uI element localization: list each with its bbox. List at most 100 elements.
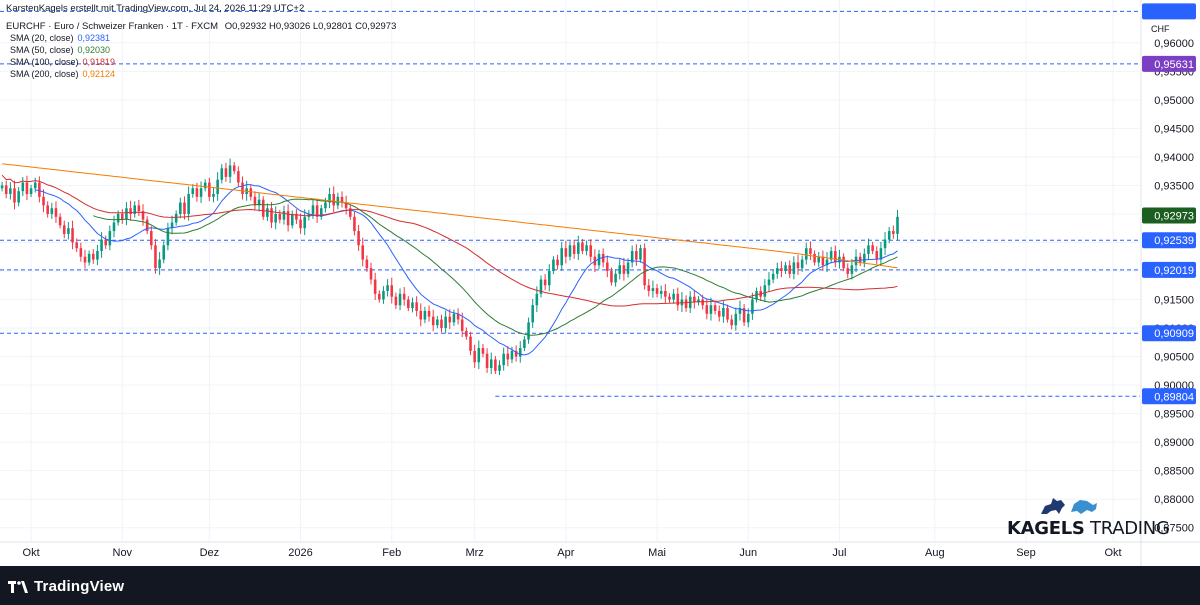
candle-body	[419, 310, 423, 320]
candle-body	[290, 213, 294, 226]
candle-body	[788, 265, 791, 274]
candle-body	[668, 296, 671, 300]
x-tick-label: Okt	[1104, 547, 1121, 559]
candle-body	[108, 231, 112, 246]
x-tick-label: 2026	[288, 547, 312, 559]
tradingview-footer: TradingView	[0, 566, 1200, 605]
candle-body	[38, 182, 41, 197]
candle-body	[535, 293, 539, 306]
candle-body	[170, 222, 174, 229]
indicator-sma-50[interactable]: SMA (50, close) 0,92030	[10, 45, 110, 55]
candle-body	[315, 205, 319, 217]
sma-line-200	[2, 163, 898, 269]
candle-body	[79, 248, 83, 257]
indicator-sma-20[interactable]: SMA (20, close) 0,92381	[10, 33, 110, 43]
price-chart[interactable]: CHF0,960000,955000,950000,945000,940000,…	[0, 0, 1200, 566]
candle-body	[129, 208, 132, 214]
candle-body	[436, 319, 439, 326]
candle-body	[216, 179, 219, 194]
candle-body	[639, 248, 642, 260]
candle-body	[150, 231, 153, 246]
candle-body	[42, 196, 45, 206]
candle-body	[21, 182, 25, 192]
candle-body	[792, 262, 796, 274]
candle-body	[568, 245, 572, 257]
candle-body	[162, 245, 166, 260]
indicator-sma-100[interactable]: SMA (100, close) 0,91819	[10, 57, 115, 67]
candle-body	[494, 359, 497, 371]
candle-body	[145, 219, 149, 232]
candle-body	[892, 231, 895, 234]
indicator-label: SMA (50, close)	[10, 45, 74, 55]
candle-body	[266, 208, 269, 217]
candle-body	[572, 245, 576, 254]
candle-body	[137, 205, 141, 212]
candle-body	[577, 242, 580, 254]
indicator-sma-200[interactable]: SMA (200, close) 0,92124	[10, 69, 115, 79]
x-tick-label: Okt	[23, 547, 40, 559]
candle-body	[693, 296, 696, 303]
tradingview-logo-text: TradingView	[34, 578, 125, 595]
candle-body	[0, 185, 4, 189]
candle-body	[585, 245, 588, 252]
y-tick-label: 0,90500	[1154, 352, 1194, 364]
candle-body	[423, 310, 427, 320]
last-price-badge	[1142, 207, 1196, 224]
candle-body	[261, 199, 265, 217]
candle-body	[734, 313, 738, 326]
y-tick-label: 0,96000	[1154, 38, 1194, 50]
candle-body	[398, 293, 402, 306]
candle-body	[834, 251, 837, 263]
candle-body	[394, 296, 398, 306]
candle-body	[121, 213, 124, 220]
candle-body	[506, 353, 510, 360]
candle-body	[846, 268, 850, 274]
y-tick-label: 0,94500	[1154, 123, 1194, 135]
indicator-label: SMA (100, close)	[10, 57, 79, 67]
candle-body	[62, 225, 66, 234]
candle-body	[241, 182, 244, 194]
x-tick-label: Apr	[557, 547, 574, 559]
candle-body	[775, 268, 779, 274]
candle-body	[527, 322, 530, 340]
indicator-value: 0,92030	[77, 45, 111, 55]
candle-body	[717, 310, 721, 317]
candle-body	[589, 245, 593, 257]
candle-body	[618, 265, 622, 274]
candle-body	[597, 253, 601, 266]
x-tick-label: Mrz	[465, 547, 483, 559]
candle-body	[83, 256, 87, 263]
candle-body	[361, 245, 365, 260]
level-price-badge	[1142, 325, 1196, 342]
candle-body	[402, 293, 406, 300]
candle-body	[411, 302, 414, 309]
candle-body	[498, 365, 501, 371]
candle-body	[440, 319, 443, 329]
candle-body	[647, 285, 651, 291]
tradingview-logo[interactable]: TradingView	[8, 578, 124, 595]
candle-body	[460, 319, 464, 331]
candle-body	[780, 268, 783, 271]
candle-body	[746, 313, 750, 323]
level-price-badge	[1142, 388, 1196, 405]
candle-body	[158, 259, 161, 269]
candle-body	[357, 231, 360, 246]
candle-body	[796, 262, 800, 269]
candle-body	[274, 213, 277, 223]
candle-body	[353, 216, 356, 232]
indicator-label: SMA (20, close)	[10, 33, 74, 43]
candle-body	[805, 248, 808, 260]
candle-body	[278, 213, 282, 220]
kagels-trading-watermark: KAGELS TRADING	[1007, 492, 1170, 540]
symbol-info: EURCHF · Euro / Schweizer Franken · 1T ·…	[6, 21, 396, 32]
candle-body	[224, 168, 228, 177]
candle-body	[879, 248, 883, 260]
candle-body	[344, 202, 348, 209]
candle-body	[133, 205, 137, 214]
candle-body	[141, 211, 145, 220]
candle-body	[556, 259, 559, 266]
candle-body	[489, 359, 493, 368]
candle-body	[626, 262, 630, 274]
candle-body	[365, 259, 369, 269]
candle-body	[349, 208, 352, 217]
